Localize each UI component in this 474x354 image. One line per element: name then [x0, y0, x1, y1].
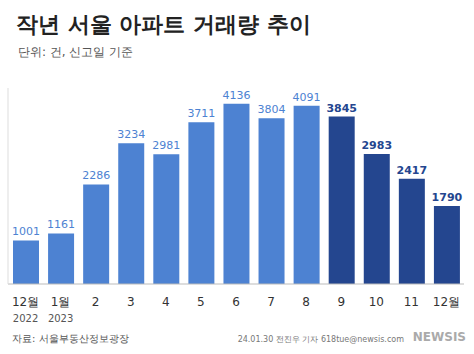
svg-text:2: 2	[92, 295, 100, 309]
svg-text:4091: 4091	[293, 91, 321, 104]
svg-text:1월: 1월	[51, 295, 71, 309]
svg-text:3711: 3711	[187, 107, 215, 120]
html-text:자료: 서울부동산정보광장: 자료: 서울부동산정보광장	[12, 333, 129, 344]
svg-text:2023: 2023	[48, 313, 73, 324]
svg-text:12월: 12월	[12, 295, 39, 309]
html-text:단위: 건, 신고일 기준: 단위: 건, 신고일 기준	[18, 45, 134, 59]
svg-text:2983: 2983	[361, 139, 392, 152]
svg-text:2981: 2981	[152, 139, 180, 152]
svg-text:7: 7	[267, 295, 275, 309]
svg-text:8: 8	[302, 295, 310, 309]
svg-text:5: 5	[197, 295, 205, 309]
svg-text:3: 3	[127, 295, 135, 309]
svg-text:12월: 12월	[433, 295, 460, 309]
html-text:작년 서울 아파트 거래량 추이: 작년 서울 아파트 거래량 추이	[16, 12, 311, 37]
svg-text:4136: 4136	[222, 89, 250, 102]
svg-text:3845: 3845	[326, 102, 357, 115]
svg-text:10: 10	[369, 295, 384, 309]
svg-text:1790: 1790	[432, 191, 463, 204]
html-text:NEWSIS: NEWSIS	[412, 330, 466, 344]
svg-text:2022: 2022	[13, 313, 38, 324]
svg-text:11: 11	[404, 295, 419, 309]
svg-text:1001: 1001	[12, 225, 40, 238]
svg-text:4: 4	[162, 295, 170, 309]
svg-text:6: 6	[232, 295, 240, 309]
svg-text:3234: 3234	[117, 128, 145, 141]
html-text:24.01.30 전진우 기자 618tue@newsis.: 24.01.30 전진우 기자 618tue@newsis.com	[237, 335, 404, 344]
svg-text:2417: 2417	[397, 164, 428, 177]
svg-text:3804: 3804	[258, 103, 286, 116]
svg-text:2286: 2286	[82, 169, 110, 182]
svg-text:1161: 1161	[47, 218, 75, 231]
svg-text:9: 9	[337, 295, 345, 309]
